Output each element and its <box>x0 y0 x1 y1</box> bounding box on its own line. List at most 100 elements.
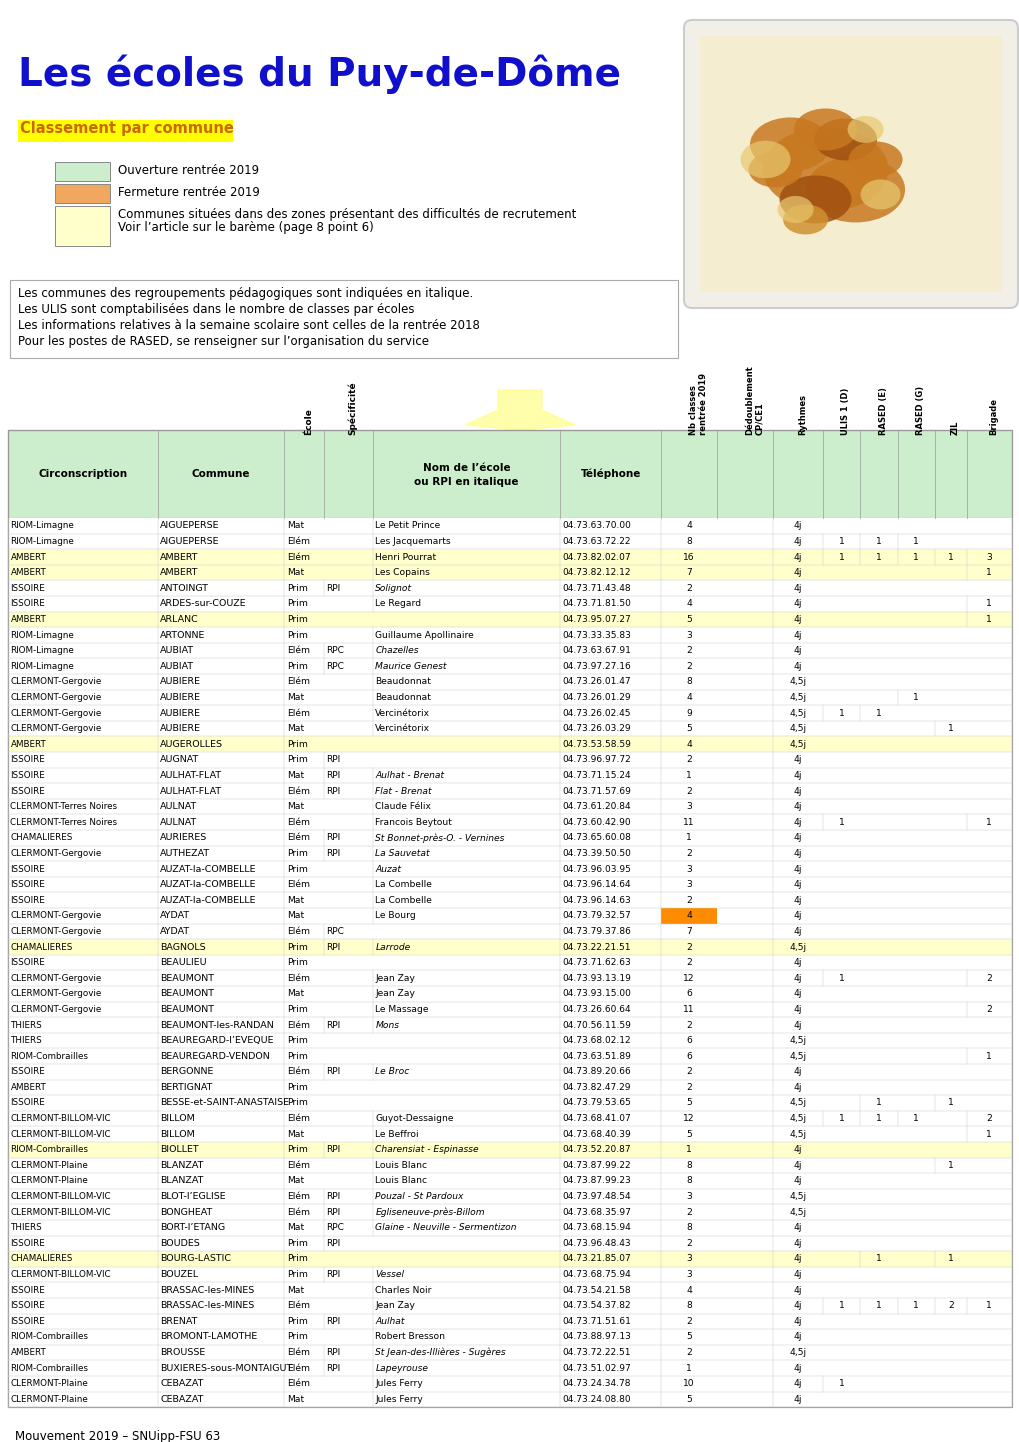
Bar <box>8 1282 1011 1298</box>
Text: CLERMONT-Gergovie: CLERMONT-Gergovie <box>10 724 102 733</box>
Text: Prim: Prim <box>286 740 307 748</box>
Ellipse shape <box>860 179 900 209</box>
Text: Prim: Prim <box>286 1255 307 1263</box>
Text: CLERMONT-Gergovie: CLERMONT-Gergovie <box>10 1005 102 1014</box>
Text: THIERS: THIERS <box>10 1037 42 1045</box>
Text: BILLOM: BILLOM <box>160 1115 195 1123</box>
Text: St Jean-des-Illières - Sugères: St Jean-des-Illières - Sugères <box>375 1348 505 1357</box>
Text: 04.73.54.37.82: 04.73.54.37.82 <box>562 1301 631 1311</box>
Text: Mat: Mat <box>286 1177 304 1185</box>
Text: 4j: 4j <box>793 1255 802 1263</box>
Text: 3: 3 <box>686 1255 691 1263</box>
Text: AMBERT: AMBERT <box>10 568 46 577</box>
Text: 1: 1 <box>947 1255 953 1263</box>
Text: Charles Noir: Charles Noir <box>375 1286 431 1295</box>
Text: Elém: Elém <box>286 1067 310 1076</box>
Bar <box>8 751 1011 767</box>
Text: 04.73.63.72.22: 04.73.63.72.22 <box>562 536 631 547</box>
Text: 1: 1 <box>985 1051 991 1061</box>
Text: RASED (G): RASED (G) <box>915 386 924 435</box>
Text: CLERMONT-Gergovie: CLERMONT-Gergovie <box>10 678 102 686</box>
Text: 4j: 4j <box>793 771 802 780</box>
Text: CLERMONT-Gergovie: CLERMONT-Gergovie <box>10 694 102 702</box>
Text: 2: 2 <box>686 1348 691 1357</box>
Text: 4j: 4j <box>793 646 802 655</box>
Text: 3: 3 <box>985 552 991 561</box>
Text: 3: 3 <box>686 630 691 639</box>
Ellipse shape <box>783 205 827 235</box>
Bar <box>8 767 1011 783</box>
Text: ISSOIRE: ISSOIRE <box>10 865 45 874</box>
Text: 04.73.82.02.07: 04.73.82.02.07 <box>562 552 631 561</box>
Text: RPI: RPI <box>326 771 340 780</box>
Text: 3: 3 <box>686 865 691 874</box>
Text: 04.73.96.14.64: 04.73.96.14.64 <box>562 880 631 890</box>
Bar <box>8 815 1011 831</box>
Bar <box>8 1376 1011 1392</box>
Text: 3: 3 <box>686 1193 691 1201</box>
Text: Prim: Prim <box>286 1145 307 1154</box>
Text: BILLOM: BILLOM <box>160 1129 195 1139</box>
Bar <box>8 1314 1011 1330</box>
Text: 7: 7 <box>686 927 691 936</box>
Text: 8: 8 <box>686 1161 691 1169</box>
Text: 04.73.97.48.54: 04.73.97.48.54 <box>562 1193 631 1201</box>
Bar <box>8 1002 1011 1017</box>
Text: 1: 1 <box>985 600 991 609</box>
Text: Vessel: Vessel <box>375 1270 404 1279</box>
Text: Lapeyrouse: Lapeyrouse <box>375 1364 428 1373</box>
Text: 4j: 4j <box>793 1005 802 1014</box>
Text: 4j: 4j <box>793 552 802 561</box>
Bar <box>8 970 1011 986</box>
Text: 1: 1 <box>875 708 880 718</box>
Text: CHAMALIERES: CHAMALIERES <box>10 833 72 842</box>
Text: Les ULIS sont comptabilisées dans le nombre de classes par écoles: Les ULIS sont comptabilisées dans le nom… <box>18 303 414 316</box>
Text: RIOM-Limagne: RIOM-Limagne <box>10 522 74 531</box>
Text: RPI: RPI <box>326 1270 340 1279</box>
Bar <box>8 689 1011 705</box>
Text: 04.73.26.01.47: 04.73.26.01.47 <box>562 678 631 686</box>
Text: ISSOIRE: ISSOIRE <box>10 584 45 593</box>
Text: 8: 8 <box>686 678 691 686</box>
Text: BRASSAC-les-MINES: BRASSAC-les-MINES <box>160 1286 255 1295</box>
Text: ARDES-sur-COUZE: ARDES-sur-COUZE <box>160 600 247 609</box>
Text: 04.73.26.03.29: 04.73.26.03.29 <box>562 724 631 733</box>
Ellipse shape <box>762 127 888 212</box>
Text: CLERMONT-Gergovie: CLERMONT-Gergovie <box>10 973 102 982</box>
Text: 2: 2 <box>686 1021 691 1030</box>
Text: 4,5j: 4,5j <box>789 943 806 952</box>
Bar <box>8 893 1011 908</box>
Bar <box>8 831 1011 845</box>
Text: Jules Ferry: Jules Ferry <box>375 1380 423 1389</box>
Text: Guyot-Dessaigne: Guyot-Dessaigne <box>375 1115 453 1123</box>
Text: Circonscription: Circonscription <box>39 469 127 479</box>
Text: 1: 1 <box>875 1301 880 1311</box>
Text: RPI: RPI <box>326 1317 340 1325</box>
Ellipse shape <box>793 108 856 150</box>
Text: BIOLLET: BIOLLET <box>160 1145 199 1154</box>
Ellipse shape <box>749 117 830 172</box>
Text: 1: 1 <box>947 724 953 733</box>
Text: BERGONNE: BERGONNE <box>160 1067 214 1076</box>
Text: BEAUMONT-les-RANDAN: BEAUMONT-les-RANDAN <box>160 1021 274 1030</box>
Text: 4j: 4j <box>793 802 802 810</box>
Bar <box>55 162 110 182</box>
Text: Le Broc: Le Broc <box>375 1067 410 1076</box>
Text: 4j: 4j <box>793 756 802 764</box>
Text: Elém: Elém <box>286 1161 310 1169</box>
Text: 1: 1 <box>838 536 844 547</box>
Text: Mat: Mat <box>286 911 304 920</box>
Text: Auzat: Auzat <box>375 865 401 874</box>
Text: RPI: RPI <box>326 1208 340 1217</box>
Text: 1: 1 <box>686 833 691 842</box>
Text: Elém: Elém <box>286 1301 310 1311</box>
Text: Flat - Brenat: Flat - Brenat <box>375 786 432 796</box>
Text: 4j: 4j <box>793 1380 802 1389</box>
Text: 04.73.87.99.23: 04.73.87.99.23 <box>562 1177 631 1185</box>
Bar <box>8 908 1011 923</box>
Text: AUTHEZAT: AUTHEZAT <box>160 849 210 858</box>
Text: BOUDES: BOUDES <box>160 1239 200 1247</box>
Bar <box>8 861 1011 877</box>
Text: 4j: 4j <box>793 1270 802 1279</box>
Text: Aulhat - Brenat: Aulhat - Brenat <box>375 771 444 780</box>
